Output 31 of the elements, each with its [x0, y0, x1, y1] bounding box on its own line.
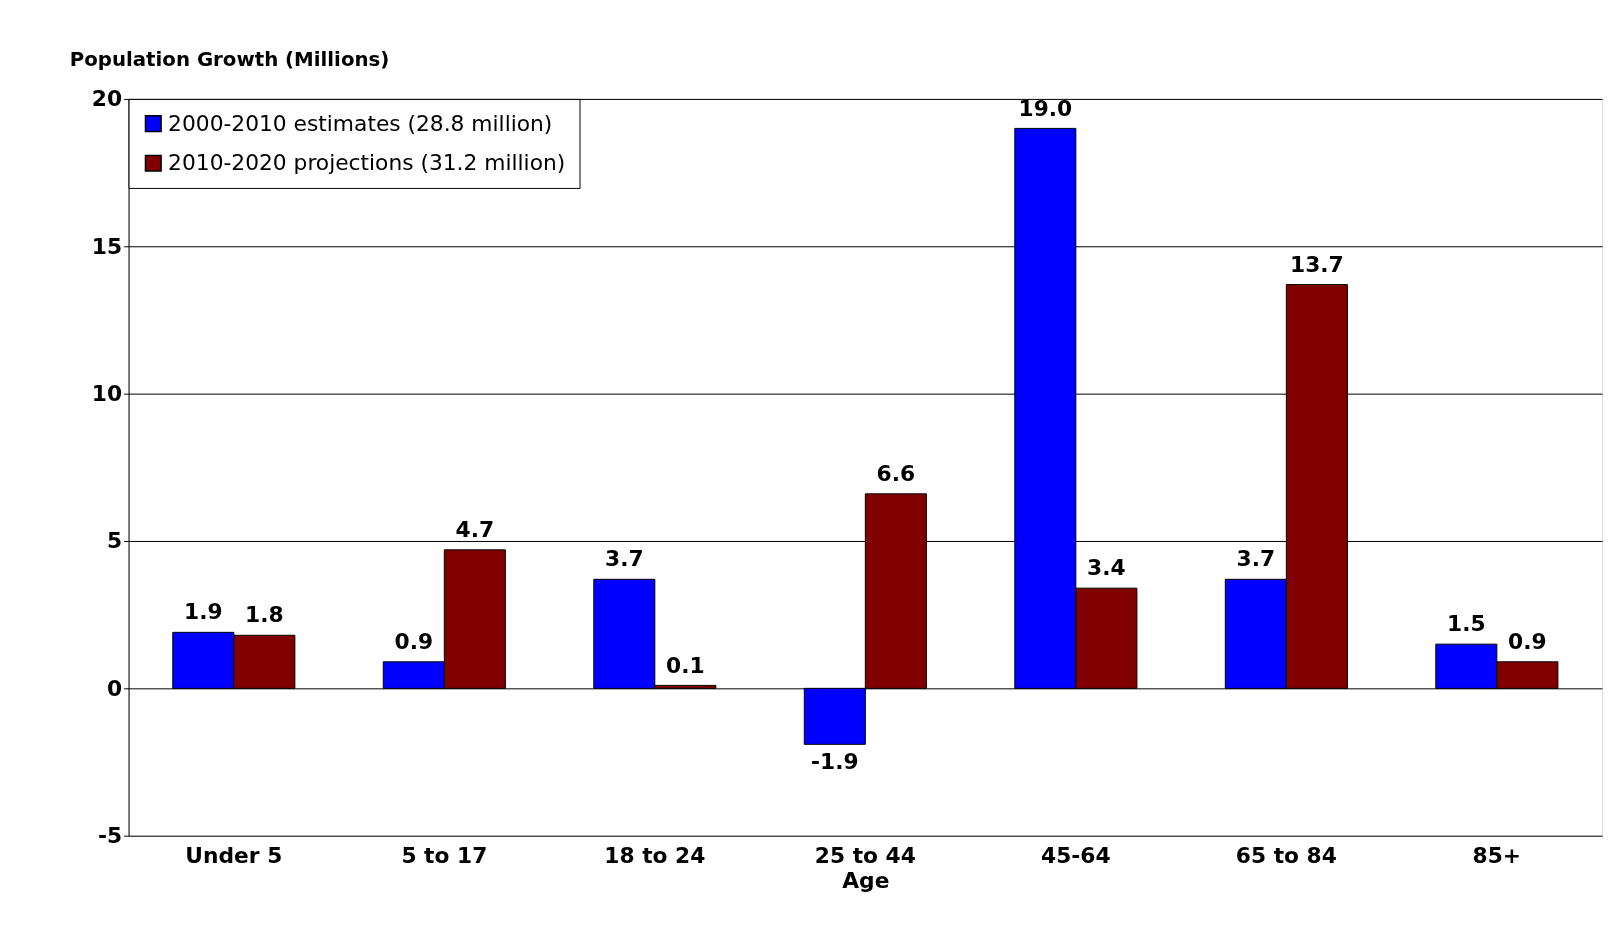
data-label: 0.1: [666, 652, 705, 678]
data-label: 6.6: [876, 460, 916, 486]
data-label: 1.8: [245, 602, 284, 628]
data-label: 13.7: [1290, 251, 1344, 277]
x-tick-label: 5 to 17: [401, 842, 488, 868]
x-tick-label: 25 to 44: [814, 842, 916, 868]
y-axis-title: Population Growth (Millions): [69, 47, 390, 71]
y-tick-label: 5: [107, 528, 123, 554]
data-label: 3.4: [1087, 555, 1126, 581]
x-tick-label: 65 to 84: [1235, 842, 1337, 868]
data-label: -1.9: [811, 749, 859, 775]
legend-label: 2010-2020 projections (31.2 million): [168, 150, 566, 176]
data-label: 3.7: [605, 546, 644, 572]
data-label: 4.7: [455, 516, 495, 542]
x-tick-label: 18 to 24: [604, 842, 706, 868]
x-tick-label: 45-64: [1041, 842, 1111, 868]
x-tick-label: Under 5: [185, 842, 283, 868]
data-label: 1.5: [1447, 611, 1486, 637]
y-tick-label: 10: [91, 381, 123, 407]
data-label: 1.9: [184, 599, 223, 625]
x-axis-title: Age: [842, 867, 890, 893]
x-tick-label: 85+: [1472, 842, 1522, 868]
y-tick-label: 15: [91, 233, 123, 259]
data-label: 19.0: [1018, 95, 1073, 121]
y-tick-label: 20: [91, 86, 123, 112]
data-label: 3.7: [1236, 546, 1276, 572]
data-label: 0.9: [1508, 628, 1547, 654]
y-tick-label: -5: [97, 823, 123, 849]
y-tick-label: 0: [107, 675, 123, 701]
data-label: 0.9: [394, 628, 434, 654]
legend-label: 2000-2010 estimates (28.8 million): [168, 110, 553, 136]
